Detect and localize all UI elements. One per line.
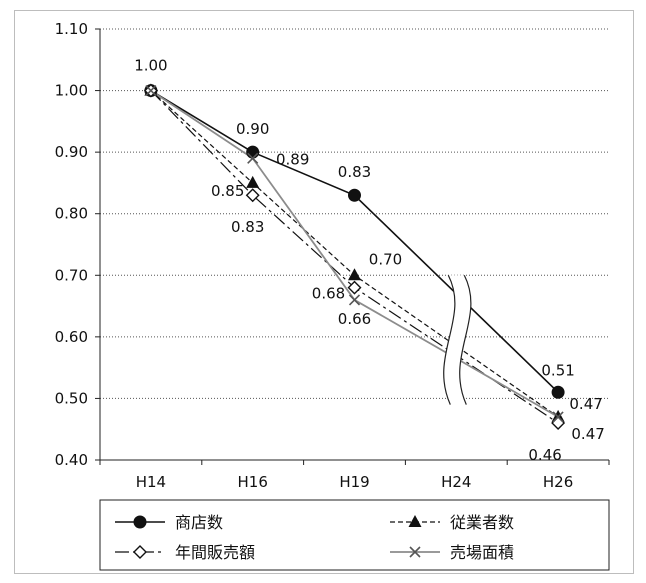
y-tick-label: 0.50 xyxy=(55,389,88,407)
legend-marker xyxy=(133,545,147,559)
data-label: 0.68 xyxy=(312,285,345,303)
data-label: 0.70 xyxy=(369,250,402,268)
x-tick-label: H16 xyxy=(238,473,268,491)
series-3-point xyxy=(552,411,564,423)
series-3-point xyxy=(348,294,361,306)
data-label: 0.46 xyxy=(528,446,561,464)
series-3-point xyxy=(247,152,259,164)
data-label: 0.90 xyxy=(236,120,269,138)
data-label: 0.66 xyxy=(338,310,371,328)
y-tick-label: 0.60 xyxy=(55,328,88,346)
legend-label: 売場面積 xyxy=(450,543,514,562)
x-tick-label: H19 xyxy=(339,473,369,491)
y-tick-label: 0.90 xyxy=(55,143,88,161)
data-label: 1.00 xyxy=(134,57,167,75)
series-0-point xyxy=(348,188,361,202)
series-line-0 xyxy=(150,89,559,393)
series-line-3 xyxy=(150,89,559,418)
data-label: 0.83 xyxy=(338,163,371,181)
y-tick-label: 1.00 xyxy=(55,82,88,100)
chart-frame xyxy=(14,10,634,574)
axis-break-mask xyxy=(443,275,471,405)
y-tick-label: 0.70 xyxy=(55,266,88,284)
series-0-point xyxy=(246,145,260,159)
legend-label: 年間販売額 xyxy=(175,543,255,562)
legend-box xyxy=(99,499,610,571)
y-tick-label: 0.40 xyxy=(55,451,88,469)
legend-marker xyxy=(133,515,147,529)
x-tick-label: H14 xyxy=(136,473,166,491)
legend-label: 商店数 xyxy=(175,513,223,532)
axis-break-mark xyxy=(443,275,456,405)
data-label: 0.89 xyxy=(276,150,309,168)
data-label: 0.83 xyxy=(231,218,264,236)
x-tick-label: H26 xyxy=(543,473,573,491)
series-1-point xyxy=(246,175,260,188)
series-0-point xyxy=(551,385,565,399)
y-tick-label: 0.80 xyxy=(55,205,88,223)
axis-break-mark xyxy=(459,275,472,405)
data-label: 0.47 xyxy=(569,395,602,413)
data-label: 0.47 xyxy=(571,425,604,443)
data-label: 0.85 xyxy=(211,182,244,200)
legend-label: 従業者数 xyxy=(450,513,514,532)
x-tick-label: H24 xyxy=(441,473,471,491)
series-line-2 xyxy=(150,90,559,424)
legend-marker xyxy=(408,515,422,527)
series-3-point xyxy=(145,85,157,97)
series-line-1 xyxy=(150,90,559,418)
series-1-point xyxy=(348,268,361,281)
series-2-point xyxy=(347,280,362,295)
series-2-point xyxy=(245,188,260,203)
data-label: 0.51 xyxy=(541,361,574,379)
y-tick-label: 1.10 xyxy=(55,20,88,38)
legend-marker xyxy=(409,546,421,558)
